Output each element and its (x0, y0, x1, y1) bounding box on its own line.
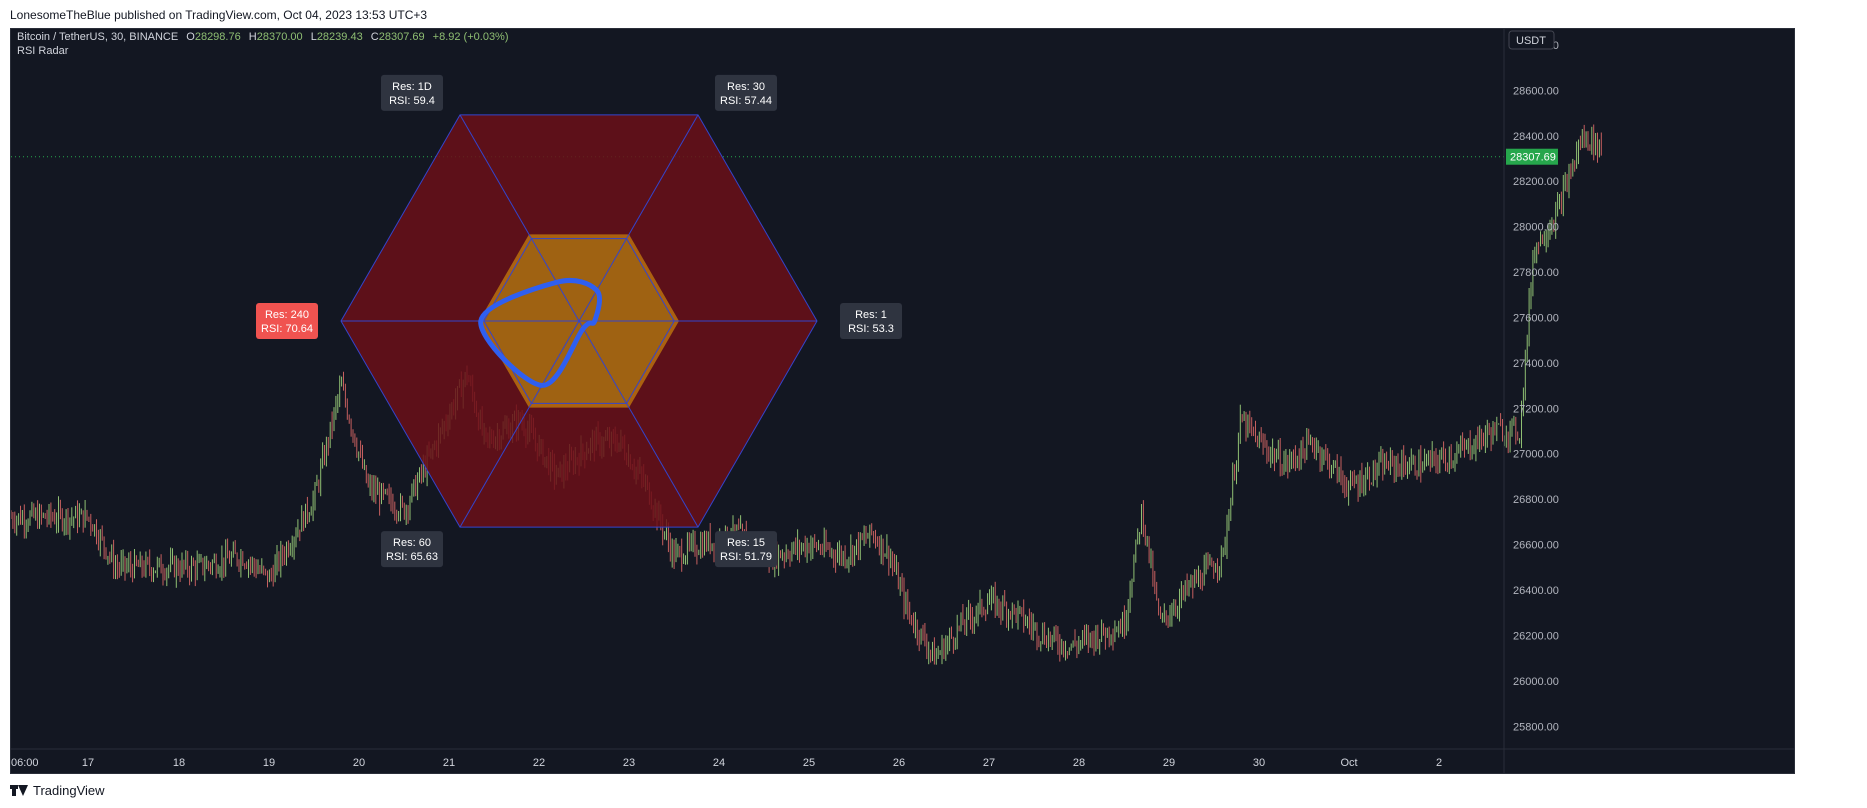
y-tick-label: 28000.00 (1513, 222, 1559, 234)
radar-badge-15: Res: 15 RSI: 51.79 (715, 531, 777, 568)
legend-c-label: C (371, 31, 379, 43)
legend-high: 28370.00 (257, 31, 303, 43)
radar-badge-rsi: RSI: 65.63 (386, 551, 438, 563)
radar-badge-box (715, 531, 777, 568)
y-tick-label: 26400.00 (1513, 585, 1559, 597)
legend-symbol: Bitcoin / TetherUS, 30, BINANCE (17, 31, 178, 43)
footer: TradingView (10, 783, 105, 798)
legend-h-label: H (249, 31, 257, 43)
y-tick-label: 26200.00 (1513, 630, 1559, 642)
radar-badge-res: Res: 30 (727, 81, 765, 93)
x-tick-label: 26 (893, 757, 905, 769)
indicator-name: RSI Radar (17, 45, 69, 57)
radar-badge-rsi: RSI: 59.4 (389, 95, 435, 107)
radar-badge-30: Res: 30 RSI: 57.44 (715, 74, 777, 111)
x-tick-label: Oct (1340, 757, 1357, 769)
y-tick-label: 27800.00 (1513, 267, 1559, 279)
radar-badge-res: Res: 1 (855, 309, 887, 321)
last-price-tag (1506, 148, 1558, 165)
y-tick-label: 27200.00 (1513, 403, 1559, 415)
x-tick-label: 29 (1163, 757, 1175, 769)
radar-badge-box (381, 531, 443, 568)
y-tick-label: 27400.00 (1513, 358, 1559, 370)
legend-line: Bitcoin / TetherUS, 30, BINANCE O28298.7… (17, 31, 509, 43)
chart-frame: Res: 1 RSI: 53.3 Res: 15 RSI: 51.79 Res: 60 R… (10, 28, 1795, 774)
radar-badge-60: Res: 60 RSI: 65.63 (381, 531, 443, 568)
radar-badge-res: Res: 15 (727, 537, 765, 549)
radar-badge-box (256, 303, 318, 339)
y-tick-label: 28400.00 (1513, 131, 1559, 143)
y-tick-label: 28600.00 (1513, 85, 1559, 97)
x-tick-label: 06:00 (11, 757, 39, 769)
rsi-radar-layer (340, 114, 818, 528)
radar-spoke (459, 114, 699, 528)
y-tick-label: 27600.00 (1513, 312, 1559, 324)
time-scale[interactable]: 06:00 17 18 19 20 21 22 23 24 25 26 27 28 29 30 Oct 2 (11, 757, 1442, 769)
legend-l-label: L (311, 31, 317, 43)
x-tick-label: 17 (82, 757, 94, 769)
y-tick-label: 25800.00 (1513, 721, 1559, 733)
radar-badge-res: Res: 1D (392, 81, 432, 93)
radar-badge-rsi: RSI: 57.44 (720, 95, 772, 107)
x-tick-label: 28 (1073, 757, 1085, 769)
radar-badge-box (715, 74, 777, 111)
currency-button[interactable] (1508, 30, 1555, 50)
last-price-label: 28307.69 (1510, 152, 1556, 164)
radar-badge-rsi: RSI: 51.79 (720, 551, 772, 563)
footer-brand: TradingView (33, 783, 105, 798)
currency-label: USDT (1516, 35, 1546, 47)
radar-badge-rsi: RSI: 53.3 (848, 323, 894, 335)
y-tick-label: 26800.00 (1513, 494, 1559, 506)
x-tick-label: 24 (713, 757, 725, 769)
legend-close: 28307.69 (379, 31, 425, 43)
radar-badge-1: Res: 1 RSI: 53.3 (840, 303, 902, 339)
x-tick-label: 22 (533, 757, 545, 769)
y-tick-label: 26600.00 (1513, 540, 1559, 552)
tradingview-logo-icon (10, 785, 28, 796)
last-price-tag-layer: 28307.69 (1506, 148, 1558, 165)
radar-badge-res: Res: 240 (265, 309, 309, 321)
y-tick-label: 27000.00 (1513, 449, 1559, 461)
y-tick-label: 28200.00 (1513, 176, 1559, 188)
radar-badge-1D: Res: 1D RSI: 59.4 (381, 74, 443, 111)
legend-low: 28239.43 (317, 31, 363, 43)
x-tick-label: 18 (173, 757, 185, 769)
radar-badge-rsi: RSI: 70.64 (261, 323, 313, 335)
x-tick-label: 27 (983, 757, 995, 769)
publisher-line: LonesomeTheBlue published on TradingView… (10, 8, 428, 22)
radar-overbought-ring (341, 114, 817, 528)
x-tick-label: 21 (443, 757, 455, 769)
price-scale[interactable]: 25800.00 26000.00 26200.00 26400.00 26600.00… (1513, 40, 1559, 733)
x-tick-label: 19 (263, 757, 275, 769)
legend-open: 28298.76 (195, 31, 241, 43)
radar-rsi-curve (478, 277, 602, 388)
radar-badge-240: Res: 240 RSI: 70.64 (256, 303, 318, 339)
y-tick-label: 26000.00 (1513, 676, 1559, 688)
radar-badge-box (381, 74, 443, 111)
x-tick-label: 20 (353, 757, 365, 769)
x-tick-label: 30 (1253, 757, 1265, 769)
radar-badge-box (840, 303, 902, 339)
x-tick-label: 23 (623, 757, 635, 769)
legend-change: +8.92 (+0.03%) (433, 31, 509, 43)
x-tick-label: 25 (803, 757, 815, 769)
radar-badge-res: Res: 60 (393, 537, 431, 549)
legend-o-label: O (186, 31, 195, 43)
x-tick-label: 2 (1436, 757, 1442, 769)
candles-layer (10, 124, 1602, 665)
